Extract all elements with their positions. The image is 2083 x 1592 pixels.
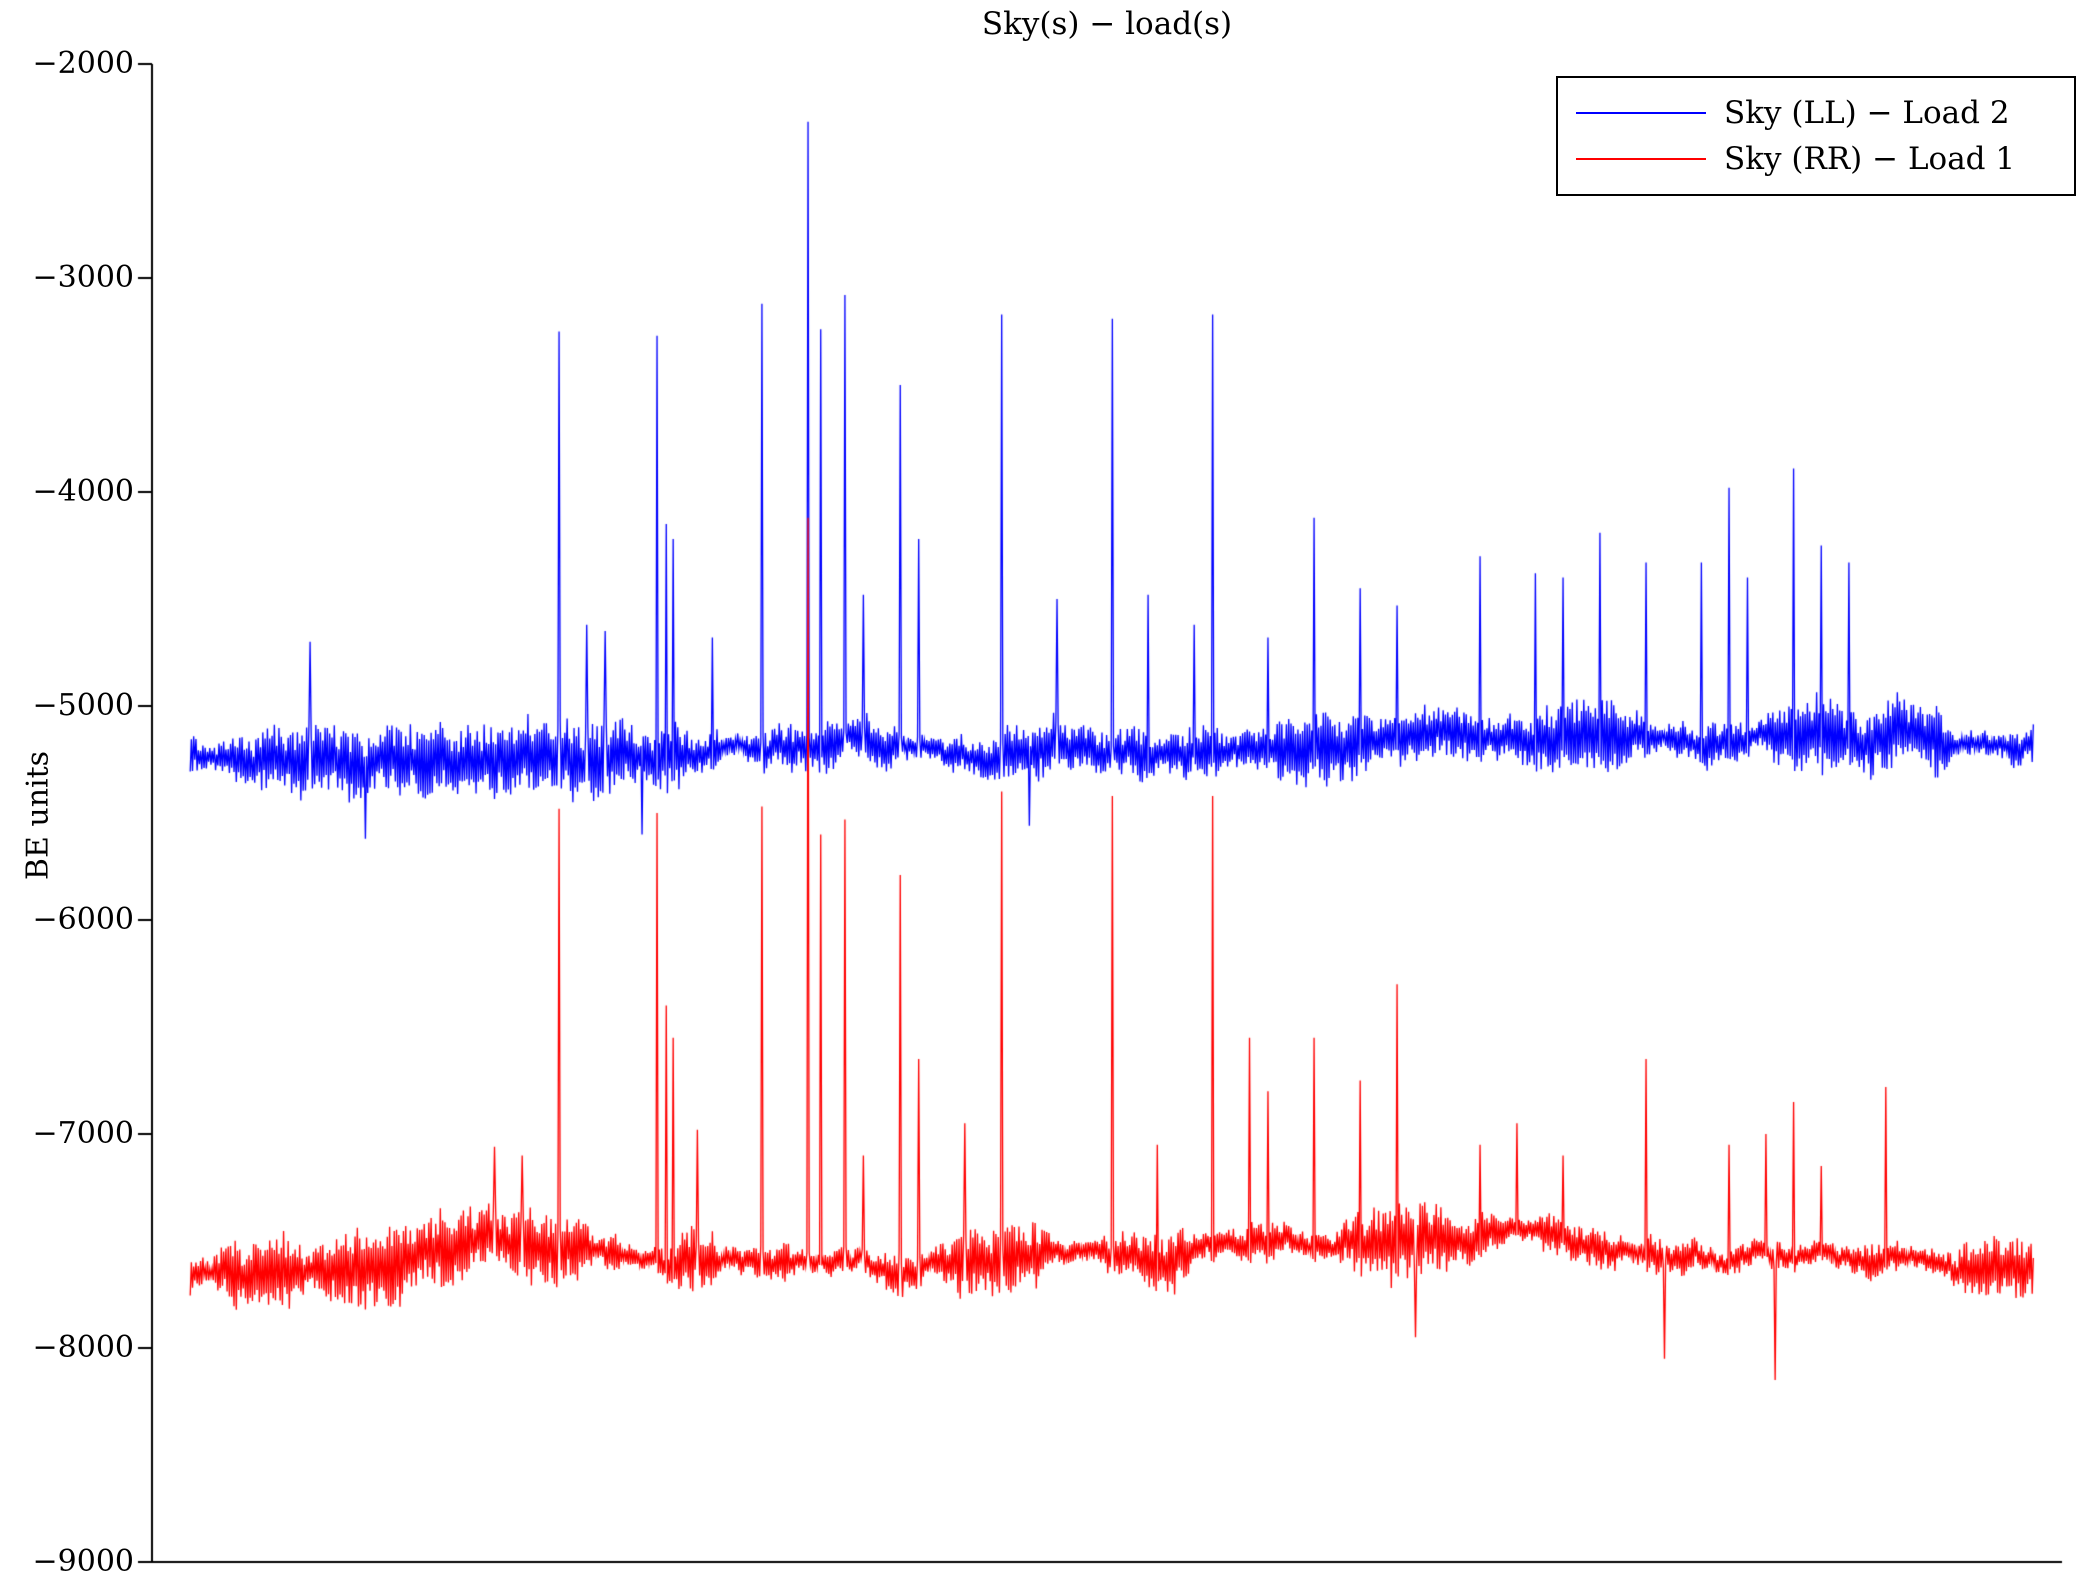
y-tick-label: −4000 <box>32 474 134 509</box>
legend: Sky (LL) − Load 2 Sky (RR) − Load 1 <box>1556 76 2076 196</box>
legend-entry-sky-ll: Sky (LL) − Load 2 <box>1576 90 2064 136</box>
legend-label-sky-ll: Sky (LL) − Load 2 <box>1724 95 2010 131</box>
legend-label-sky-rr: Sky (RR) − Load 1 <box>1724 141 2016 177</box>
y-tick-label: −6000 <box>32 902 134 937</box>
legend-line-sky-ll-icon <box>1576 112 1706 114</box>
y-tick-label: −7000 <box>32 1116 134 1151</box>
y-tick-label: −8000 <box>32 1330 134 1365</box>
y-tick-label: −2000 <box>32 46 134 81</box>
y-tick-label: −5000 <box>32 688 134 723</box>
y-tick-label: −3000 <box>32 260 134 295</box>
legend-entry-sky-rr: Sky (RR) − Load 1 <box>1576 136 2064 182</box>
y-tick-label: −9000 <box>32 1544 134 1579</box>
y-axis-label: BE units <box>20 750 56 881</box>
legend-line-sky-rr-icon <box>1576 158 1706 160</box>
chart-title: Sky(s) − load(s) <box>981 6 1233 42</box>
